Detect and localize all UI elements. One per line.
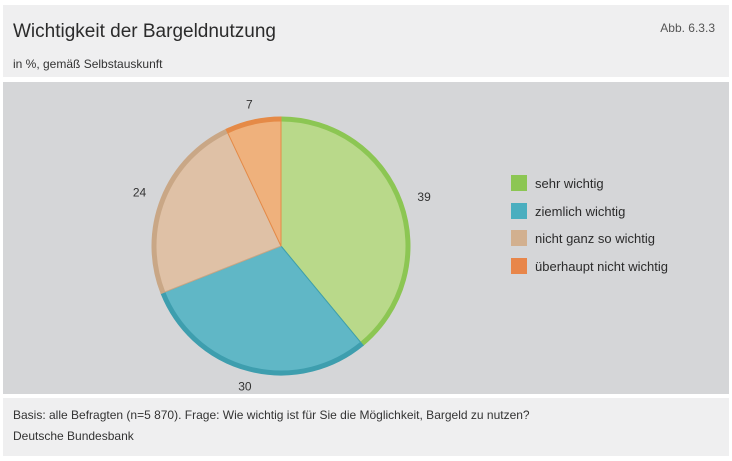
source-note: Deutsche Bundesbank bbox=[13, 429, 134, 443]
legend-swatch bbox=[511, 230, 527, 246]
chart-footer: Basis: alle Befragten (n=5 870). Frage: … bbox=[3, 398, 729, 456]
slice-value-label: 30 bbox=[238, 379, 252, 393]
slice-value-label: 24 bbox=[133, 186, 147, 200]
figure-number: Abb. 6.3.3 bbox=[660, 21, 715, 35]
pie-rim-ziemlich-wichtig bbox=[161, 291, 364, 375]
legend-swatch bbox=[511, 175, 527, 191]
basis-note: Basis: alle Befragten (n=5 870). Frage: … bbox=[13, 408, 530, 422]
legend-label: nicht ganz so wichtig bbox=[535, 231, 655, 246]
slice-value-label: 39 bbox=[417, 190, 431, 204]
chart-header: Wichtigkeit der Bargeldnutzung Abb. 6.3.… bbox=[3, 5, 729, 77]
pie-chart: 39 30 24 7 bbox=[133, 97, 431, 393]
chart-subtitle: in %, gemäß Selbstauskunft bbox=[13, 57, 163, 71]
pie-rim-nicht-ganz-so-wichtig bbox=[152, 129, 228, 294]
legend-swatch bbox=[511, 257, 527, 274]
legend-label: überhaupt nicht wichtig bbox=[535, 258, 668, 274]
legend-label: sehr wichtig bbox=[535, 176, 604, 191]
pie-rim-sehr-wichtig bbox=[280, 117, 410, 346]
legend-swatch bbox=[511, 202, 527, 219]
slice-value-label: 7 bbox=[246, 97, 253, 111]
plot-area: 39 30 24 7 sehr wichtig ziemlich wichtig nich… bbox=[3, 82, 729, 394]
chart-figure: Wichtigkeit der Bargeldnutzung Abb. 6.3.… bbox=[3, 5, 729, 456]
chart-title: Wichtigkeit der Bargeldnutzung bbox=[13, 21, 276, 42]
pie-rim-ueberhaupt-nicht-wichtig bbox=[226, 117, 282, 134]
legend-label: ziemlich wichtig bbox=[535, 203, 626, 219]
